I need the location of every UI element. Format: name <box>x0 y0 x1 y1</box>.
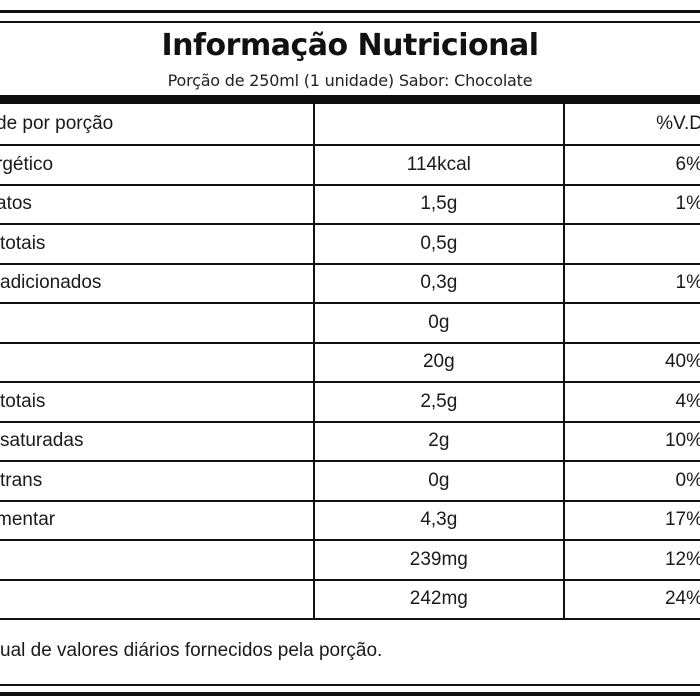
table-row: atos 1,5g 1% <box>0 184 700 225</box>
nutrient-name: totais <box>0 224 315 265</box>
label-title: Informação Nutricional <box>161 28 539 63</box>
nutrient-dv: 1% <box>563 263 700 304</box>
nutrient-dv <box>563 224 700 265</box>
nutrient-amount: 0,3g <box>313 263 565 304</box>
nutrient-amount: 0g <box>313 461 565 502</box>
nutrient-amount: 242mg <box>313 579 565 620</box>
nutrient-dv: 0% <box>563 461 700 502</box>
nutrient-dv: 24% <box>563 579 700 620</box>
nutrient-name <box>0 342 315 383</box>
nutrient-name: atos <box>0 184 315 225</box>
table-row: trans 0g 0% <box>0 461 700 502</box>
table-row: totais 2,5g 4% <box>0 382 700 423</box>
bottom-border-thick <box>0 692 700 696</box>
nutrient-dv: 17% <box>563 500 700 541</box>
table-row: saturadas 2g 10% <box>0 421 700 462</box>
nutrient-dv: 40% <box>563 342 700 383</box>
header-divider-bar <box>0 95 700 104</box>
nutrient-name <box>0 303 315 344</box>
nutrient-name <box>0 579 315 620</box>
header-amount <box>313 104 565 146</box>
table-row: 0g <box>0 303 700 344</box>
nutrient-amount: 0,5g <box>313 224 565 265</box>
nutrient-name: saturadas <box>0 421 315 462</box>
serving-info: Porção de 250ml (1 unidade) Sabor: Choco… <box>167 71 533 90</box>
table-row: 20g 40% <box>0 342 700 383</box>
nutrient-dv: 6% <box>563 145 700 186</box>
header-daily-value: %V.D <box>563 104 700 146</box>
table-row: 239mg 12% <box>0 540 700 581</box>
nutrient-amount: 2,5g <box>313 382 565 423</box>
nutrient-dv <box>563 303 700 344</box>
nutrient-dv: 10% <box>563 421 700 462</box>
nutrient-amount: 239mg <box>313 540 565 581</box>
table-row: mentar 4,3g 17% <box>0 500 700 541</box>
nutrient-name: trans <box>0 461 315 502</box>
nutrient-amount: 2g <box>313 421 565 462</box>
nutrient-amount: 1,5g <box>313 184 565 225</box>
nutrient-dv: 4% <box>563 382 700 423</box>
daily-value-footnote: ual de valores diários fornecidos pela p… <box>0 640 383 661</box>
table-row: adicionados 0,3g 1% <box>0 263 700 304</box>
nutrient-amount: 0g <box>313 303 565 344</box>
nutrient-name: totais <box>0 382 315 423</box>
top-border-thick <box>0 10 700 13</box>
table-row: 242mg 24% <box>0 579 700 620</box>
table-row: rgético 114kcal 6% <box>0 145 700 186</box>
header-nutrient: de por porção <box>0 104 315 146</box>
top-border-thin <box>0 21 700 23</box>
nutrient-name: rgético <box>0 145 315 186</box>
nutrient-name <box>0 540 315 581</box>
table-row: totais 0,5g <box>0 224 700 265</box>
table-header-row: de por porção %V.D <box>0 104 700 146</box>
nutrient-amount: 20g <box>313 342 565 383</box>
nutrient-name: adicionados <box>0 263 315 304</box>
nutrition-table: de por porção %V.D rgético 114kcal 6% at… <box>0 104 700 620</box>
nutrient-dv: 12% <box>563 540 700 581</box>
nutrient-name: mentar <box>0 500 315 541</box>
nutrient-amount: 4,3g <box>313 500 565 541</box>
nutrient-dv: 1% <box>563 184 700 225</box>
nutrient-amount: 114kcal <box>313 145 565 186</box>
bottom-border-thin <box>0 684 700 686</box>
